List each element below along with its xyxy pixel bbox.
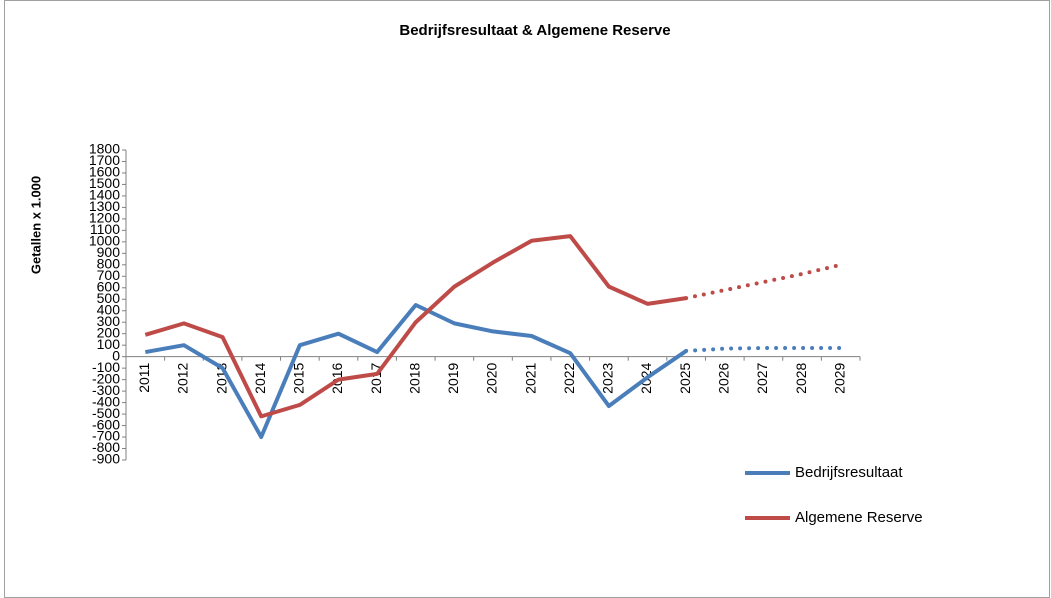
x-tick-label: 2026 (715, 362, 731, 393)
x-tick-label: 2025 (677, 362, 693, 393)
x-tick-label: 2021 (522, 362, 538, 393)
y-tick-label: 500 (97, 290, 121, 306)
x-tick-label: 2014 (252, 362, 268, 393)
series-line-dotted (684, 346, 843, 353)
x-tick-label: 2028 (793, 362, 809, 393)
chart-title: Bedrijfsresultaat & Algemene Reserve (399, 22, 670, 39)
y-tick-label: 200 (97, 324, 121, 340)
x-tick-label: 2012 (175, 362, 191, 393)
y-tick-label: 0 (112, 347, 120, 363)
x-tick-label: 2015 (291, 362, 307, 393)
y-tick-label: 100 (97, 336, 121, 352)
y-tick-label: -600 (92, 416, 120, 432)
series-line-dotted (684, 262, 843, 301)
y-tick-label: 1400 (89, 187, 120, 203)
x-tick-label: 2022 (561, 362, 577, 393)
y-tick-label: 1100 (90, 221, 120, 237)
series-line (144, 303, 688, 440)
legend-label: Algemene Reserve (795, 509, 923, 526)
x-tick-label: 2011 (136, 362, 152, 392)
y-tick-label: -500 (92, 405, 120, 421)
y-tick-label: -300 (92, 382, 120, 398)
y-tick-label: 1500 (89, 175, 120, 191)
x-tick-label: 2023 (600, 362, 616, 393)
chart-frame (4, 0, 1050, 598)
y-tick-label: 1700 (89, 152, 120, 168)
series-line (144, 234, 687, 419)
x-tick-label: 2019 (445, 362, 461, 393)
y-tick-label: -800 (92, 439, 120, 455)
y-tick-label: 1000 (89, 233, 120, 249)
y-axis-label: Getallen x 1.000 (28, 176, 43, 274)
y-tick-label: 400 (97, 301, 121, 317)
y-tick-label: 300 (97, 313, 121, 329)
y-tick-label: -900 (92, 451, 120, 467)
y-tick-label: 1200 (89, 210, 120, 226)
y-tick-label: -400 (92, 393, 120, 409)
legend-label: Bedrijfsresultaat (795, 464, 903, 481)
x-tick-label: 2029 (831, 362, 847, 393)
x-tick-label: 2018 (406, 362, 422, 393)
y-tick-label: 800 (97, 256, 121, 272)
y-tick-label: 900 (97, 244, 121, 260)
y-tick-label: -100 (92, 359, 120, 375)
y-tick-label: 700 (97, 267, 121, 283)
y-tick-label: 600 (97, 278, 121, 294)
y-tick-label: 1800 (89, 141, 120, 157)
x-tick-label: 2027 (754, 362, 770, 393)
y-tick-label: -700 (92, 428, 120, 444)
y-tick-label: -200 (92, 370, 120, 386)
x-tick-label: 2020 (484, 362, 500, 393)
y-tick-label: 1300 (89, 198, 120, 214)
y-tick-label: 1600 (89, 164, 120, 180)
